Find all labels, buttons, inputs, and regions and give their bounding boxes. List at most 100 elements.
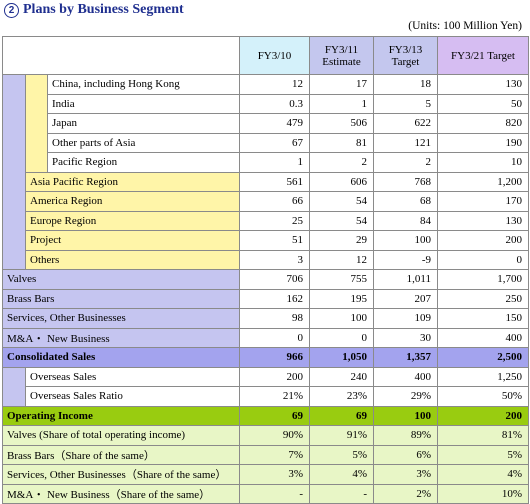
- cell-value: 29%: [373, 386, 438, 407]
- cell-value: 130: [437, 74, 529, 95]
- cell-value: 23%: [309, 386, 374, 407]
- consolidated-sales-row: Consolidated Sales 966 1,050 1,357 2,500: [2, 347, 529, 368]
- column-header-fy3-10: FY3/10: [239, 36, 310, 75]
- cell-value: 89%: [373, 425, 438, 446]
- cell-value: 91%: [309, 425, 374, 446]
- table-row: India 0.3 1 5 50: [3, 93, 529, 114]
- cell-value: 4%: [309, 464, 374, 485]
- table-row: M&A・ New Business（Share of the same） - -…: [2, 483, 529, 504]
- cell-value: 170: [437, 191, 529, 212]
- row-label: Project: [25, 230, 240, 251]
- cell-value: 0: [437, 249, 529, 270]
- cell-value: 67: [239, 132, 310, 153]
- overseas-group-bar: [2, 366, 26, 407]
- table-row: Valves (Share of total operating income)…: [2, 425, 529, 446]
- cell-value: 84: [373, 210, 438, 231]
- cell-value: 50: [437, 93, 529, 114]
- cell-value: 10%: [437, 483, 529, 504]
- table-row: Other parts of Asia 67 81 121 190: [3, 132, 529, 153]
- column-header-fy3-11: FY3/11 Estimate: [309, 36, 374, 75]
- cell-value: 200: [437, 230, 529, 251]
- cell-value: 54: [309, 210, 374, 231]
- cell-value: 3: [239, 249, 310, 270]
- row-label: Valves: [2, 269, 240, 290]
- column-header-fy3-21: FY3/21 Target: [437, 36, 529, 75]
- row-label: Services, Other Businesses（Share of the …: [2, 464, 240, 485]
- cell-value: 1,011: [373, 269, 438, 290]
- units-note: (Units: 100 Million Yen): [408, 20, 522, 32]
- table-row: China, including Hong Kong 12 17 18 130: [2, 74, 529, 270]
- table-row: Brass Bars 162 195 207 250: [2, 288, 529, 309]
- table-row: Asia Pacific Region 561 606 768 1,200: [3, 171, 529, 192]
- row-label: Consolidated Sales: [2, 347, 240, 368]
- row-label: Brass Bars（Share of the same）: [2, 444, 240, 465]
- cell-value: 100: [373, 405, 438, 426]
- row-label: India: [47, 93, 240, 114]
- cell-value: 90%: [239, 425, 310, 446]
- cell-value: 0.3: [239, 93, 310, 114]
- row-label: M&A・ New Business: [2, 327, 240, 348]
- cell-value: 200: [437, 405, 529, 426]
- cell-value: 25: [239, 210, 310, 231]
- table-row: Services, Other Businesses（Share of the …: [2, 464, 529, 485]
- table-row: America Region 66 54 68 170: [3, 191, 529, 212]
- cell-value: 29: [309, 230, 374, 251]
- row-label: Brass Bars: [2, 288, 240, 309]
- cell-value: 5%: [437, 444, 529, 465]
- cell-value: 190: [437, 132, 529, 153]
- table-row: Others 3 12 -9 0: [3, 249, 529, 270]
- cell-value: 54: [309, 191, 374, 212]
- cell-value: 150: [437, 308, 529, 329]
- cell-value: 200: [239, 366, 310, 387]
- table-row: Project 51 29 100 200: [3, 230, 529, 251]
- cell-value: 162: [239, 288, 310, 309]
- table-row: Overseas Sales 200 240 400 1,250: [2, 366, 529, 407]
- row-label: Valves (Share of total operating income): [2, 425, 240, 446]
- cell-value: 121: [373, 132, 438, 153]
- cell-value: 6%: [373, 444, 438, 465]
- cell-value: 622: [373, 113, 438, 134]
- cell-value: 69: [309, 405, 374, 426]
- cell-value: 51: [239, 230, 310, 251]
- table-row: M&A・ New Business 0 0 30 400: [2, 327, 529, 348]
- asia-group-bar: [25, 74, 48, 173]
- cell-value: 1,700: [437, 269, 529, 290]
- cell-value: 1,250: [437, 366, 529, 387]
- page-title: 2 Plans by Business Segment: [4, 1, 184, 19]
- cell-value: 1,050: [309, 347, 374, 368]
- cell-value: 207: [373, 288, 438, 309]
- cell-value: 4%: [437, 464, 529, 485]
- cell-value: 68: [373, 191, 438, 212]
- cell-value: 561: [239, 171, 310, 192]
- cell-value: 400: [373, 366, 438, 387]
- cell-value: 706: [239, 269, 310, 290]
- cell-value: 3%: [239, 464, 310, 485]
- row-label: Overseas Sales Ratio: [25, 386, 240, 407]
- cell-value: 966: [239, 347, 310, 368]
- cell-value: 1: [239, 152, 310, 173]
- cell-value: 130: [437, 210, 529, 231]
- cell-value: 240: [309, 366, 374, 387]
- table-row: Pacific Region 1 2 2 10: [3, 152, 529, 173]
- row-label: Japan: [47, 113, 240, 134]
- cell-value: 30: [373, 327, 438, 348]
- row-label: China, including Hong Kong: [47, 74, 240, 95]
- table-row: Japan 479 506 622 820: [3, 113, 529, 134]
- cell-value: 2: [373, 152, 438, 173]
- table-row: Europe Region 25 54 84 130: [3, 210, 529, 231]
- cell-value: 81: [309, 132, 374, 153]
- cell-value: 1,200: [437, 171, 529, 192]
- valves-group-bar: [2, 74, 26, 270]
- cell-value: 755: [309, 269, 374, 290]
- cell-value: 2: [309, 152, 374, 173]
- row-label: Europe Region: [25, 210, 240, 231]
- table-row: Services, Other Businesses 98 100 109 15…: [2, 308, 529, 329]
- cell-value: 7%: [239, 444, 310, 465]
- cell-value: 250: [437, 288, 529, 309]
- cell-value: 81%: [437, 425, 529, 446]
- table-row: Valves 706 755 1,011 1,700: [2, 269, 529, 290]
- cell-value: 18: [373, 74, 438, 95]
- cell-value: 12: [239, 74, 310, 95]
- row-label: America Region: [25, 191, 240, 212]
- cell-value: 479: [239, 113, 310, 134]
